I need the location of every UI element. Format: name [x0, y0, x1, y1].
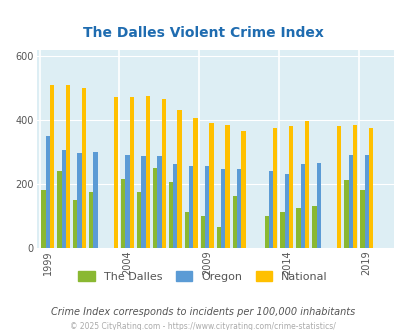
- Bar: [50, 84, 54, 248]
- Bar: [161, 99, 165, 248]
- Bar: [173, 164, 177, 248]
- Bar: [41, 190, 45, 248]
- Bar: [273, 128, 277, 248]
- Bar: [304, 121, 309, 248]
- Bar: [89, 192, 93, 248]
- Bar: [296, 208, 300, 248]
- Bar: [45, 136, 50, 248]
- Bar: [200, 215, 205, 248]
- Bar: [316, 163, 320, 248]
- Bar: [300, 164, 304, 248]
- Text: © 2025 CityRating.com - https://www.cityrating.com/crime-statistics/: © 2025 CityRating.com - https://www.city…: [70, 321, 335, 330]
- Bar: [113, 97, 118, 248]
- Bar: [57, 171, 61, 248]
- Bar: [145, 96, 149, 248]
- Bar: [93, 152, 98, 248]
- Bar: [136, 192, 141, 248]
- Bar: [177, 110, 181, 248]
- Bar: [81, 88, 86, 248]
- Bar: [225, 124, 229, 248]
- Bar: [348, 155, 352, 248]
- Bar: [205, 166, 209, 248]
- Bar: [216, 227, 220, 248]
- Bar: [343, 181, 348, 248]
- Bar: [77, 153, 81, 248]
- Bar: [61, 150, 66, 248]
- Bar: [264, 215, 268, 248]
- Bar: [157, 156, 161, 248]
- Bar: [209, 123, 213, 248]
- Bar: [141, 156, 145, 248]
- Bar: [168, 182, 173, 248]
- Bar: [232, 196, 237, 248]
- Bar: [284, 174, 288, 248]
- Bar: [368, 128, 372, 248]
- Bar: [336, 126, 341, 248]
- Bar: [193, 118, 197, 248]
- Text: The Dalles Violent Crime Index: The Dalles Violent Crime Index: [82, 26, 323, 40]
- Bar: [280, 213, 284, 248]
- Bar: [237, 169, 241, 248]
- Bar: [189, 166, 193, 248]
- Bar: [184, 213, 189, 248]
- Bar: [66, 84, 70, 248]
- Bar: [364, 155, 368, 248]
- Bar: [125, 155, 129, 248]
- Text: Crime Index corresponds to incidents per 100,000 inhabitants: Crime Index corresponds to incidents per…: [51, 307, 354, 317]
- Bar: [153, 168, 157, 248]
- Bar: [73, 200, 77, 248]
- Legend: The Dalles, Oregon, National: The Dalles, Oregon, National: [74, 267, 331, 286]
- Bar: [268, 171, 273, 248]
- Bar: [241, 131, 245, 248]
- Bar: [311, 206, 316, 248]
- Bar: [352, 124, 356, 248]
- Bar: [288, 126, 293, 248]
- Bar: [129, 97, 134, 248]
- Bar: [220, 169, 225, 248]
- Bar: [121, 179, 125, 248]
- Bar: [359, 190, 364, 248]
